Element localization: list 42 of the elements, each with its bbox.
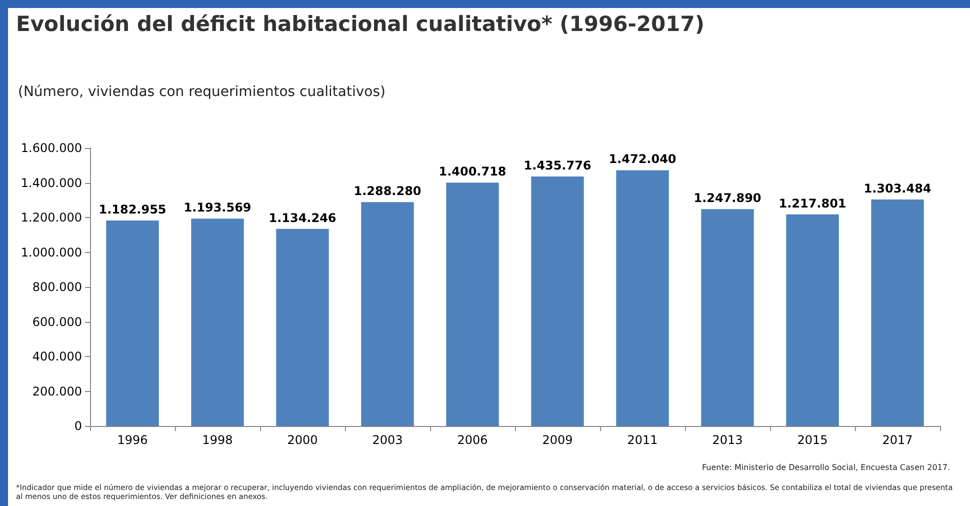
x-tick-label: 2015: [797, 433, 828, 447]
y-tick-label: 1.000.000: [20, 245, 82, 260]
y-tick-label: 800.000: [32, 280, 82, 294]
x-tick-label: 2006: [457, 433, 488, 447]
bar: [446, 182, 499, 426]
x-tick-label: 2009: [542, 433, 573, 447]
y-tick-label: 1.400.000: [20, 176, 82, 190]
bar: [106, 220, 159, 426]
x-tick-label: 2000: [287, 433, 318, 447]
data-label: 1.303.484: [864, 182, 932, 196]
x-tick-label: 2013: [712, 433, 743, 447]
data-label: 1.217.801: [778, 196, 846, 210]
x-tick-label: 1996: [117, 433, 148, 447]
data-label: 1.472.040: [608, 152, 676, 166]
y-tick-label: 1.600.000: [20, 141, 82, 155]
bar: [616, 170, 669, 426]
y-tick-label: 200.000: [32, 384, 82, 398]
y-tick-label: 600.000: [32, 314, 82, 329]
bar: [701, 209, 754, 426]
y-tick-label: 0: [74, 419, 82, 433]
chart-subtitle: (Número, viviendas con requerimientos cualitativos): [18, 84, 386, 100]
data-label: 1.182.955: [98, 202, 166, 216]
x-tick-label: 2003: [372, 433, 403, 447]
data-label: 1.288.280: [354, 184, 422, 198]
bar: [871, 200, 924, 426]
y-tick-label: 400.000: [32, 350, 82, 364]
bar: [191, 218, 244, 426]
x-tick-label: 2017: [882, 433, 913, 447]
bar: [276, 228, 329, 426]
bar: [531, 176, 584, 426]
data-label: 1.247.890: [694, 191, 762, 206]
data-label: 1.193.569: [184, 200, 252, 215]
source-note: Fuente: Ministerio de Desarrollo Social, Encuesta Casen 2017.: [702, 463, 950, 472]
x-tick-label: 1998: [202, 433, 233, 447]
chart-title: Evolución del déficit habitacional cualitativo* (1996-2017): [16, 12, 704, 36]
y-tick-label: 1.200.000: [20, 210, 82, 224]
x-tick-label: 2011: [627, 433, 658, 447]
data-label: 1.134.246: [268, 210, 336, 225]
data-label: 1.400.718: [438, 164, 506, 179]
bar: [786, 214, 839, 426]
data-label: 1.435.776: [524, 158, 592, 173]
bar: [361, 202, 414, 426]
